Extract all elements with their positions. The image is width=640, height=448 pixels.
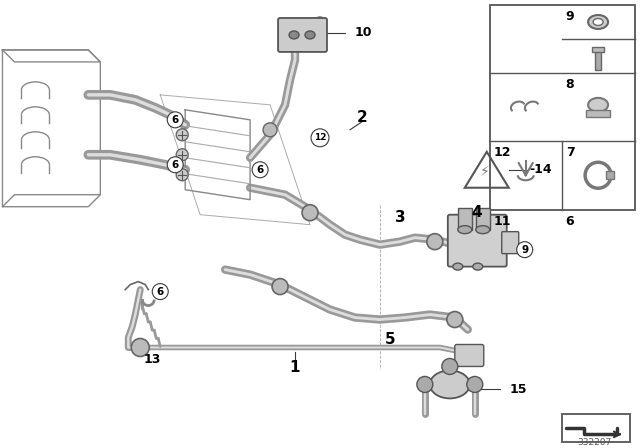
Circle shape xyxy=(252,162,268,178)
Circle shape xyxy=(417,376,433,392)
Text: 12: 12 xyxy=(493,146,511,159)
Ellipse shape xyxy=(588,98,608,112)
Circle shape xyxy=(131,339,149,357)
Text: 10: 10 xyxy=(355,26,372,39)
Text: 6: 6 xyxy=(566,215,574,228)
Text: 11: 11 xyxy=(493,215,511,228)
Text: 12: 12 xyxy=(314,134,326,142)
Circle shape xyxy=(167,112,183,128)
Text: 7: 7 xyxy=(566,146,574,159)
Bar xyxy=(586,110,610,117)
Ellipse shape xyxy=(430,370,470,398)
Text: 6: 6 xyxy=(172,160,179,170)
FancyBboxPatch shape xyxy=(278,18,327,52)
Ellipse shape xyxy=(453,263,463,270)
Circle shape xyxy=(427,234,443,250)
Text: 13: 13 xyxy=(143,353,161,366)
Ellipse shape xyxy=(473,263,483,270)
Circle shape xyxy=(176,129,188,141)
Circle shape xyxy=(152,284,168,300)
Bar xyxy=(562,414,630,442)
Ellipse shape xyxy=(458,226,472,234)
Ellipse shape xyxy=(476,226,490,234)
Circle shape xyxy=(516,241,532,258)
Circle shape xyxy=(176,149,188,161)
FancyBboxPatch shape xyxy=(502,232,518,254)
Circle shape xyxy=(167,157,183,173)
Text: 1: 1 xyxy=(290,360,300,375)
Circle shape xyxy=(467,376,483,392)
Text: 8: 8 xyxy=(566,78,574,91)
Text: 6: 6 xyxy=(157,287,164,297)
Bar xyxy=(595,50,601,70)
Text: 9: 9 xyxy=(566,10,574,23)
Circle shape xyxy=(263,123,277,137)
Text: 4: 4 xyxy=(472,205,482,220)
Bar xyxy=(476,208,490,230)
Text: 9: 9 xyxy=(521,245,528,254)
Text: -14: -14 xyxy=(530,163,552,176)
Text: 3: 3 xyxy=(395,210,405,225)
Bar xyxy=(458,208,472,230)
Circle shape xyxy=(302,205,318,221)
Bar xyxy=(490,5,634,210)
Ellipse shape xyxy=(305,31,315,39)
Text: ⚡: ⚡ xyxy=(480,165,490,179)
Bar xyxy=(606,171,614,179)
FancyBboxPatch shape xyxy=(455,345,484,366)
Text: 2: 2 xyxy=(356,110,367,125)
Text: 6: 6 xyxy=(257,165,264,175)
Bar xyxy=(592,47,604,52)
Ellipse shape xyxy=(588,15,608,29)
Text: 15: 15 xyxy=(509,383,527,396)
Text: 6: 6 xyxy=(172,115,179,125)
Circle shape xyxy=(442,358,458,375)
Circle shape xyxy=(311,129,329,147)
Text: 5: 5 xyxy=(385,332,396,347)
Circle shape xyxy=(447,311,463,327)
Circle shape xyxy=(272,279,288,295)
Ellipse shape xyxy=(593,18,603,26)
FancyBboxPatch shape xyxy=(448,215,507,267)
Text: 332207: 332207 xyxy=(577,438,612,447)
Ellipse shape xyxy=(289,31,299,39)
Circle shape xyxy=(176,169,188,181)
